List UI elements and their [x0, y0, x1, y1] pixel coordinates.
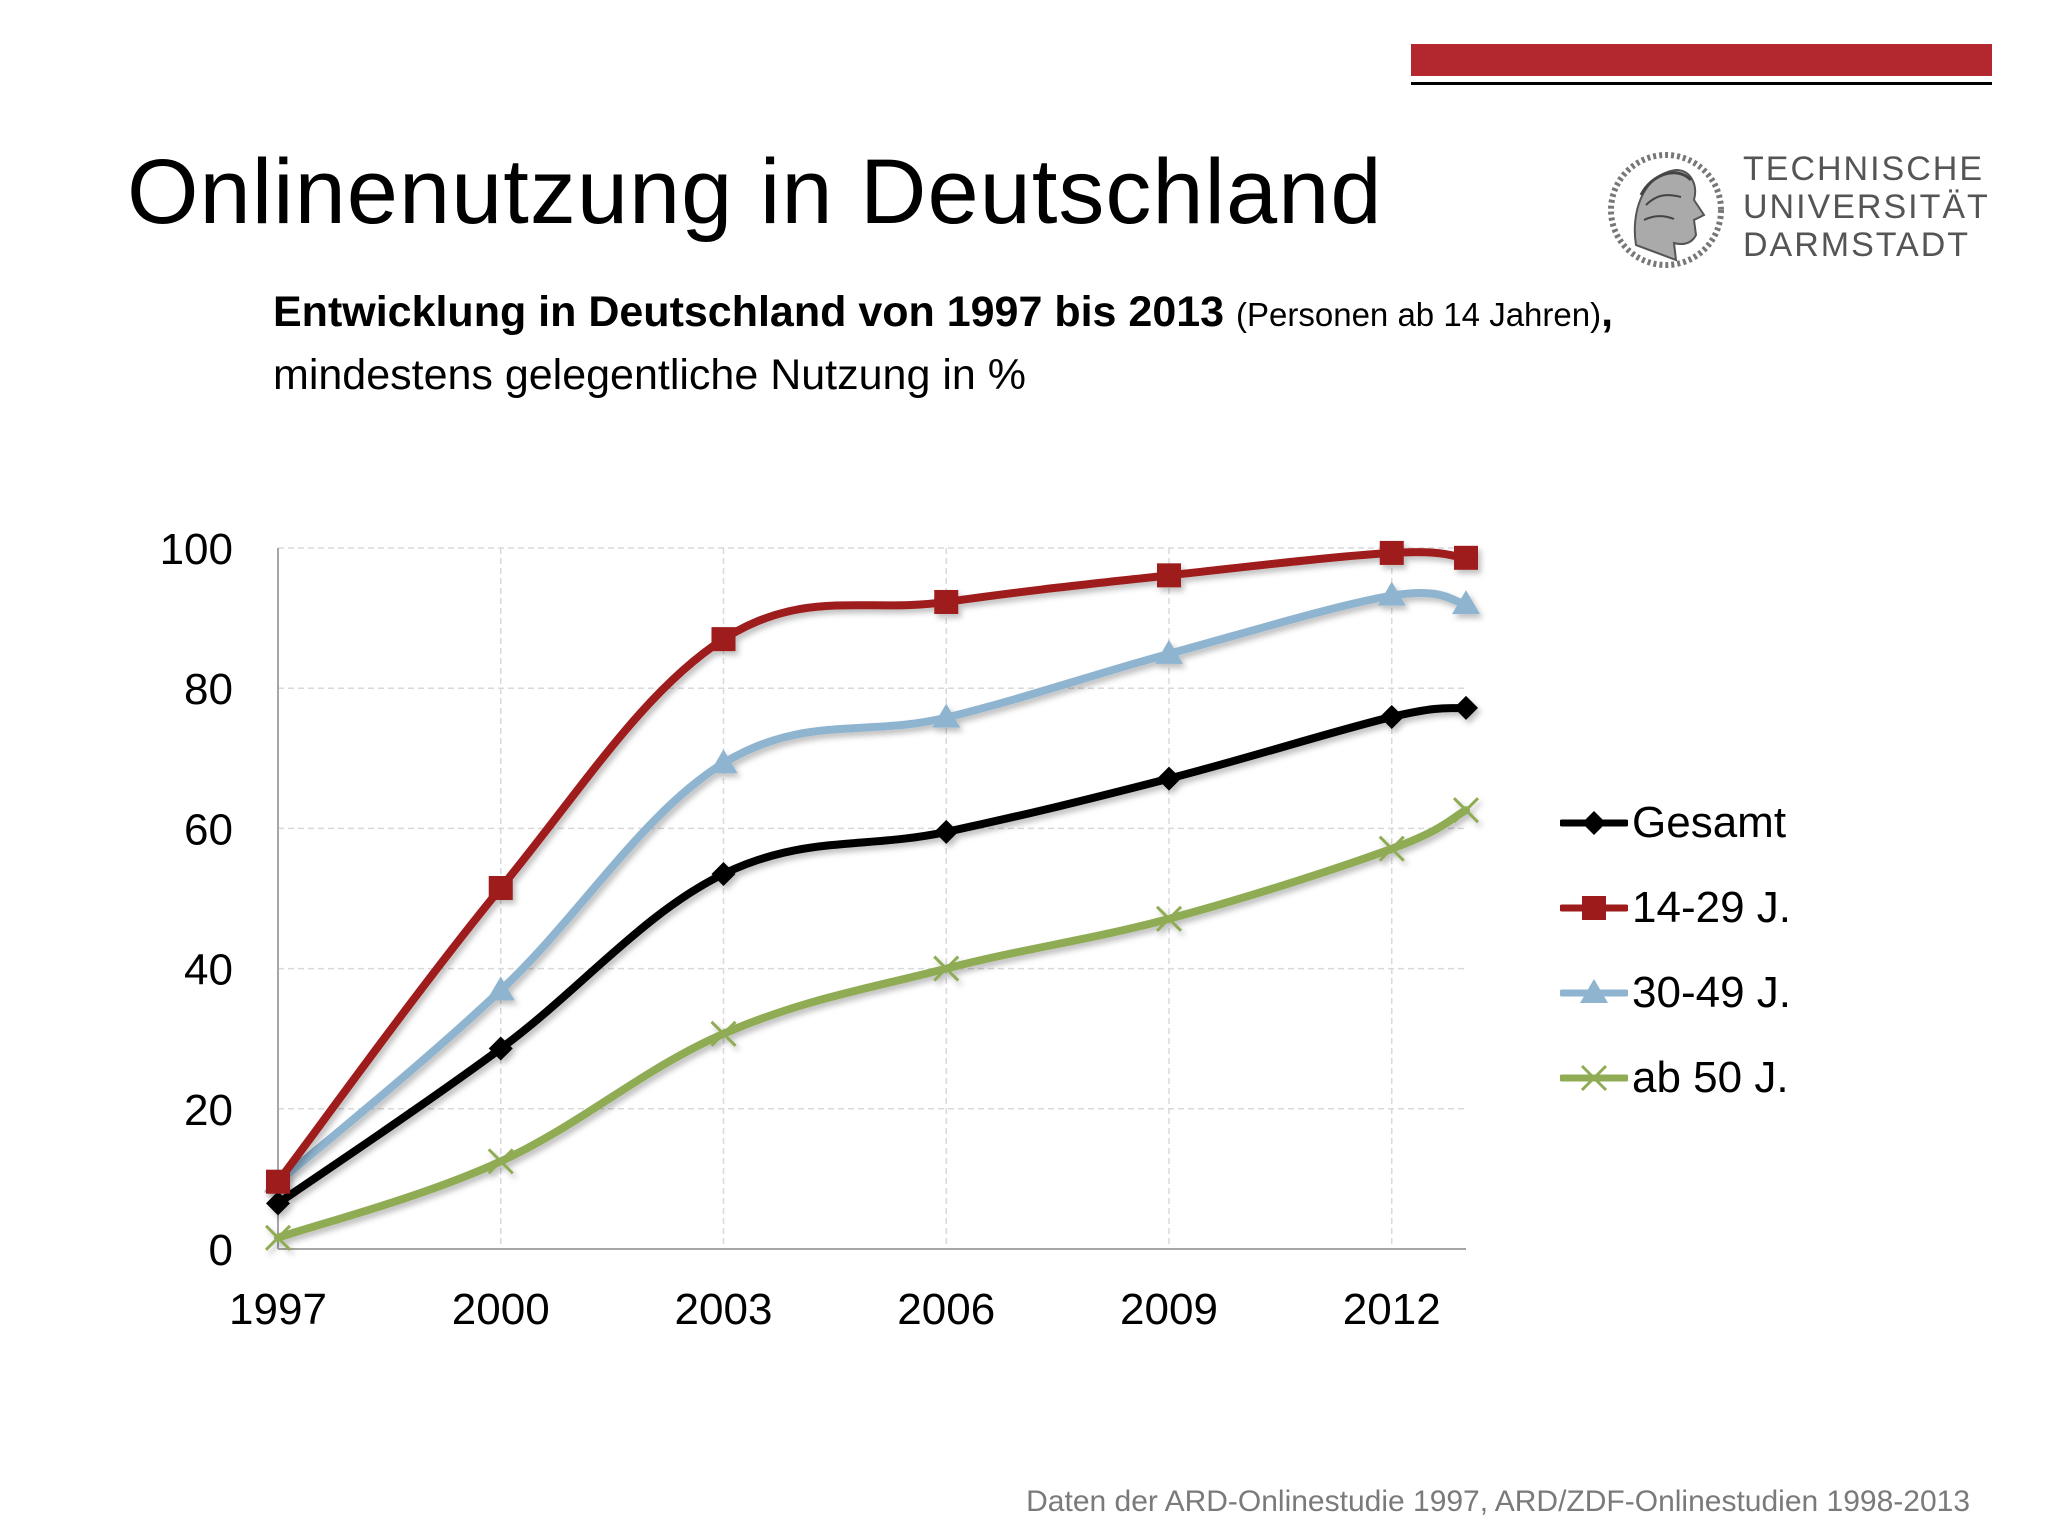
data-point: [709, 749, 738, 774]
legend-item: Gesamt: [1560, 780, 1791, 865]
legend-swatch: [1560, 978, 1628, 1003]
series-gesamt: [266, 695, 1478, 1216]
legend-item: 30-49 J.: [1560, 950, 1791, 1035]
subtitle-line-2: mindestens gelegentliche Nutzung in %: [273, 351, 1026, 399]
logo-line-2: UNIVERSITÄT: [1743, 188, 1990, 226]
y-tick-label: 40: [184, 946, 233, 995]
data-point: [264, 1224, 292, 1251]
data-point: [711, 627, 736, 652]
logo-line-1: TECHNISCHE: [1743, 150, 1985, 188]
data-point: [1377, 581, 1406, 606]
subtitle-comma: ,: [1601, 288, 1614, 336]
subtitle-bold: Entwicklung in Deutschland von 1997 bis …: [273, 288, 1225, 336]
data-point: [1452, 590, 1480, 615]
data-point: [932, 703, 961, 728]
legend-item: ab 50 J.: [1560, 1035, 1791, 1120]
data-point: [1155, 639, 1183, 664]
x-tick-label: 2009: [1120, 1285, 1218, 1334]
legend-marker: [1582, 895, 1606, 920]
data-point: [1379, 704, 1404, 729]
series-30-49-j-: [264, 581, 1480, 1193]
data-point: [934, 589, 959, 614]
series-line: [274, 703, 1470, 1208]
chart-subtitle: Entwicklung in Deutschland von 1997 bis …: [273, 282, 1613, 405]
slide-title: Onlinenutzung in Deutschland: [127, 141, 1383, 243]
university-logo: TECHNISCHE UNIVERSITÄT DARMSTADT: [1596, 140, 1996, 290]
data-point: [1454, 545, 1478, 570]
logo-line-3: DARMSTADT: [1743, 226, 1971, 264]
data-point: [1157, 563, 1181, 588]
legend-swatch: [1560, 810, 1628, 835]
legend-label: 30-49 J.: [1632, 967, 1791, 1017]
data-point: [1452, 797, 1480, 824]
data-point: [488, 875, 513, 900]
x-tick-label: 1997: [229, 1285, 327, 1334]
data-point: [1378, 835, 1405, 862]
data-point: [1454, 695, 1478, 720]
legend-marker: [1580, 978, 1608, 1003]
data-point: [266, 1169, 290, 1194]
data-point: [486, 976, 515, 1001]
athena-seal-icon: [1608, 152, 1724, 268]
series-line: [274, 548, 1470, 1186]
y-tick-label: 60: [184, 805, 233, 854]
legend-marker: [1580, 1064, 1608, 1091]
source-note: Daten der ARD-Onlinestudie 1997, ARD/ZDF…: [1026, 1485, 1970, 1518]
series-line: [274, 588, 1470, 1187]
legend-marker: [1582, 810, 1606, 835]
legend-label: 14-29 J.: [1632, 882, 1791, 932]
data-point: [710, 1020, 737, 1047]
chart-legend: Gesamt 14-29 J. 30-49 J. ab 50 J.: [1560, 780, 1791, 1120]
x-tick-label: 2006: [897, 1285, 995, 1334]
data-point: [934, 819, 959, 844]
y-tick-label: 0: [209, 1226, 233, 1275]
subtitle-small: (Personen ab 14 Jahren): [1236, 296, 1602, 333]
series-line: [274, 806, 1470, 1242]
header-rule: [1411, 82, 1992, 85]
x-tick-label: 2012: [1343, 1285, 1441, 1334]
data-point: [266, 1191, 290, 1216]
series-ab-50-j-: [264, 797, 1480, 1251]
legend-swatch: [1560, 1064, 1628, 1091]
legend-item: 14-29 J.: [1560, 865, 1791, 950]
data-point: [488, 1036, 513, 1061]
logo-wordmark: TECHNISCHE UNIVERSITÄT DARMSTADT: [1743, 150, 1990, 264]
y-tick-label: 80: [184, 665, 233, 714]
series-14-29-j-: [266, 540, 1478, 1194]
data-point: [1157, 766, 1181, 791]
data-point: [1379, 540, 1404, 565]
y-tick-label: 100: [160, 525, 233, 574]
x-tick-label: 2000: [452, 1285, 550, 1334]
header-accent-bar: [1411, 44, 1992, 76]
legend-label: Gesamt: [1632, 797, 1787, 847]
y-tick-label: 20: [184, 1086, 233, 1135]
legend-swatch: [1560, 895, 1628, 920]
data-point: [933, 955, 960, 982]
x-tick-label: 2003: [675, 1285, 773, 1334]
data-point: [487, 1148, 514, 1175]
data-point: [1155, 905, 1183, 932]
legend-label: ab 50 J.: [1632, 1052, 1789, 1102]
data-point: [711, 861, 736, 886]
